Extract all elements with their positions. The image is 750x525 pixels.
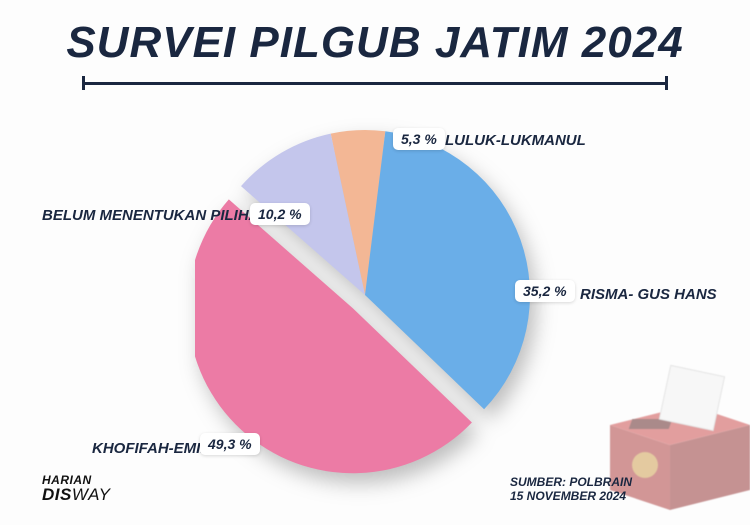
divider-line xyxy=(85,82,665,85)
brand-dis: DIS xyxy=(42,485,72,504)
chart-area: LULUK-LUKMANUL RISMA- GUS HANS KHOFIFAH-… xyxy=(0,100,750,525)
brand-logo: HARIAN DISWAY xyxy=(42,475,111,503)
label-luluk: LULUK-LUKMANUL xyxy=(445,132,586,149)
label-belum: BELUM MENENTUKAN PILIHAN xyxy=(42,207,270,224)
title-divider xyxy=(0,76,750,90)
pct-khofifah: 49,3 % xyxy=(200,433,260,455)
pct-belum: 10,2 % xyxy=(250,203,310,225)
source-line1: SUMBER: POLBRAIN xyxy=(510,475,632,489)
source-text: SUMBER: POLBRAIN 15 NOVEMBER 2024 xyxy=(510,475,632,504)
source-line2: 15 NOVEMBER 2024 xyxy=(510,489,632,503)
pct-luluk: 5,3 % xyxy=(393,128,445,150)
pct-risma: 35,2 % xyxy=(515,280,575,302)
label-khofifah: KHOFIFAH-EMIL xyxy=(92,440,210,457)
page-title: SURVEI PILGUB JATIM 2024 xyxy=(0,18,750,68)
brand-line2: DISWAY xyxy=(42,487,111,503)
brand-way: WAY xyxy=(72,485,111,504)
label-risma: RISMA- GUS HANS xyxy=(580,286,717,303)
divider-cap-right xyxy=(665,76,668,90)
